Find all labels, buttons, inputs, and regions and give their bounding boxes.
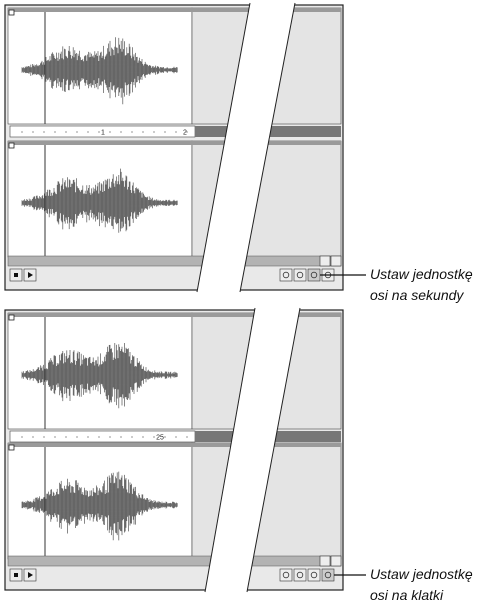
scroll-left[interactable] (320, 256, 330, 266)
zoom-out-button[interactable] (294, 569, 306, 581)
screenshot: 1 2 Ustaw jednostkę osi na sekundy 25 Ustaw j… (0, 0, 501, 616)
zoom-in-button[interactable] (280, 269, 292, 281)
ruler (10, 431, 195, 442)
scroll-left[interactable] (320, 556, 330, 566)
frames-button[interactable] (322, 569, 334, 581)
callout-text: Ustaw jednostkę (370, 566, 473, 582)
envelope-handle[interactable] (9, 315, 14, 320)
callout-text: Ustaw jednostkę (370, 266, 473, 282)
envelope-bar (8, 141, 341, 145)
ruler-label: 2 (183, 130, 187, 137)
envelope-handle[interactable] (9, 10, 14, 15)
scroll-right[interactable] (331, 556, 341, 566)
callout-text: osi na klatki (370, 587, 444, 603)
seconds-button[interactable] (308, 269, 320, 281)
ruler-label: 25 (156, 435, 164, 442)
ruler-label: 1 (101, 130, 105, 137)
envelope-handle[interactable] (9, 143, 14, 148)
zoom-in-button[interactable] (280, 569, 292, 581)
scrollbar[interactable] (8, 256, 341, 266)
envelope-bar (8, 443, 341, 447)
envelope-handle[interactable] (9, 445, 14, 450)
scroll-right[interactable] (331, 256, 341, 266)
stop-icon (14, 573, 18, 577)
scrollbar[interactable] (8, 556, 341, 566)
stop-icon (14, 273, 18, 277)
zoom-out-button[interactable] (294, 269, 306, 281)
callout-text: osi na sekundy (370, 287, 464, 303)
seconds-button[interactable] (308, 569, 320, 581)
